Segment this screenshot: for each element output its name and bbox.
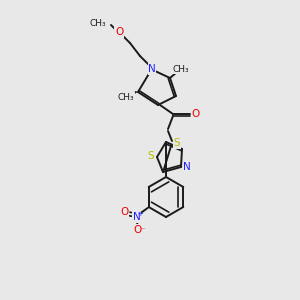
- Text: S: S: [174, 138, 180, 148]
- Text: CH₃: CH₃: [173, 64, 189, 74]
- Text: O: O: [115, 27, 123, 37]
- Text: N: N: [183, 162, 191, 172]
- Text: CH₃: CH₃: [89, 19, 106, 28]
- Text: ⁻: ⁻: [140, 226, 145, 235]
- Text: N: N: [133, 212, 141, 222]
- Text: O: O: [134, 225, 142, 235]
- Text: O: O: [192, 109, 200, 119]
- Text: +: +: [138, 211, 144, 217]
- Text: O: O: [121, 207, 129, 217]
- Text: S: S: [148, 151, 154, 161]
- Text: N: N: [148, 64, 156, 74]
- Text: CH₃: CH₃: [118, 92, 134, 101]
